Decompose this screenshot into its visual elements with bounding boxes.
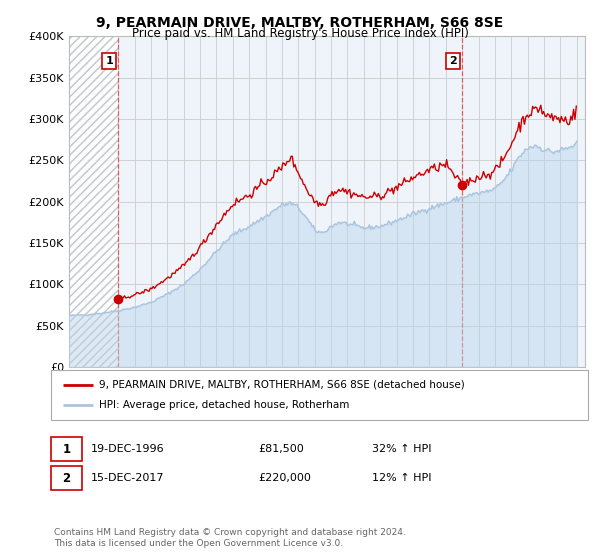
Text: £81,500: £81,500 bbox=[258, 444, 304, 454]
Text: 2: 2 bbox=[62, 472, 71, 485]
Text: Contains HM Land Registry data © Crown copyright and database right 2024.
This d: Contains HM Land Registry data © Crown c… bbox=[54, 528, 406, 548]
Text: 2: 2 bbox=[449, 56, 457, 66]
Text: 15-DEC-2017: 15-DEC-2017 bbox=[91, 473, 164, 483]
Text: Price paid vs. HM Land Registry's House Price Index (HPI): Price paid vs. HM Land Registry's House … bbox=[131, 27, 469, 40]
Text: 19-DEC-1996: 19-DEC-1996 bbox=[91, 444, 165, 454]
Text: £220,000: £220,000 bbox=[258, 473, 311, 483]
Text: 9, PEARMAIN DRIVE, MALTBY, ROTHERHAM, S66 8SE: 9, PEARMAIN DRIVE, MALTBY, ROTHERHAM, S6… bbox=[97, 16, 503, 30]
Text: 12% ↑ HPI: 12% ↑ HPI bbox=[372, 473, 431, 483]
Text: 1: 1 bbox=[62, 442, 71, 456]
Text: HPI: Average price, detached house, Rotherham: HPI: Average price, detached house, Roth… bbox=[99, 400, 349, 410]
Text: 32% ↑ HPI: 32% ↑ HPI bbox=[372, 444, 431, 454]
Bar bbox=[69, 36, 118, 367]
Text: 1: 1 bbox=[106, 56, 113, 66]
Text: 9, PEARMAIN DRIVE, MALTBY, ROTHERHAM, S66 8SE (detached house): 9, PEARMAIN DRIVE, MALTBY, ROTHERHAM, S6… bbox=[99, 380, 465, 390]
